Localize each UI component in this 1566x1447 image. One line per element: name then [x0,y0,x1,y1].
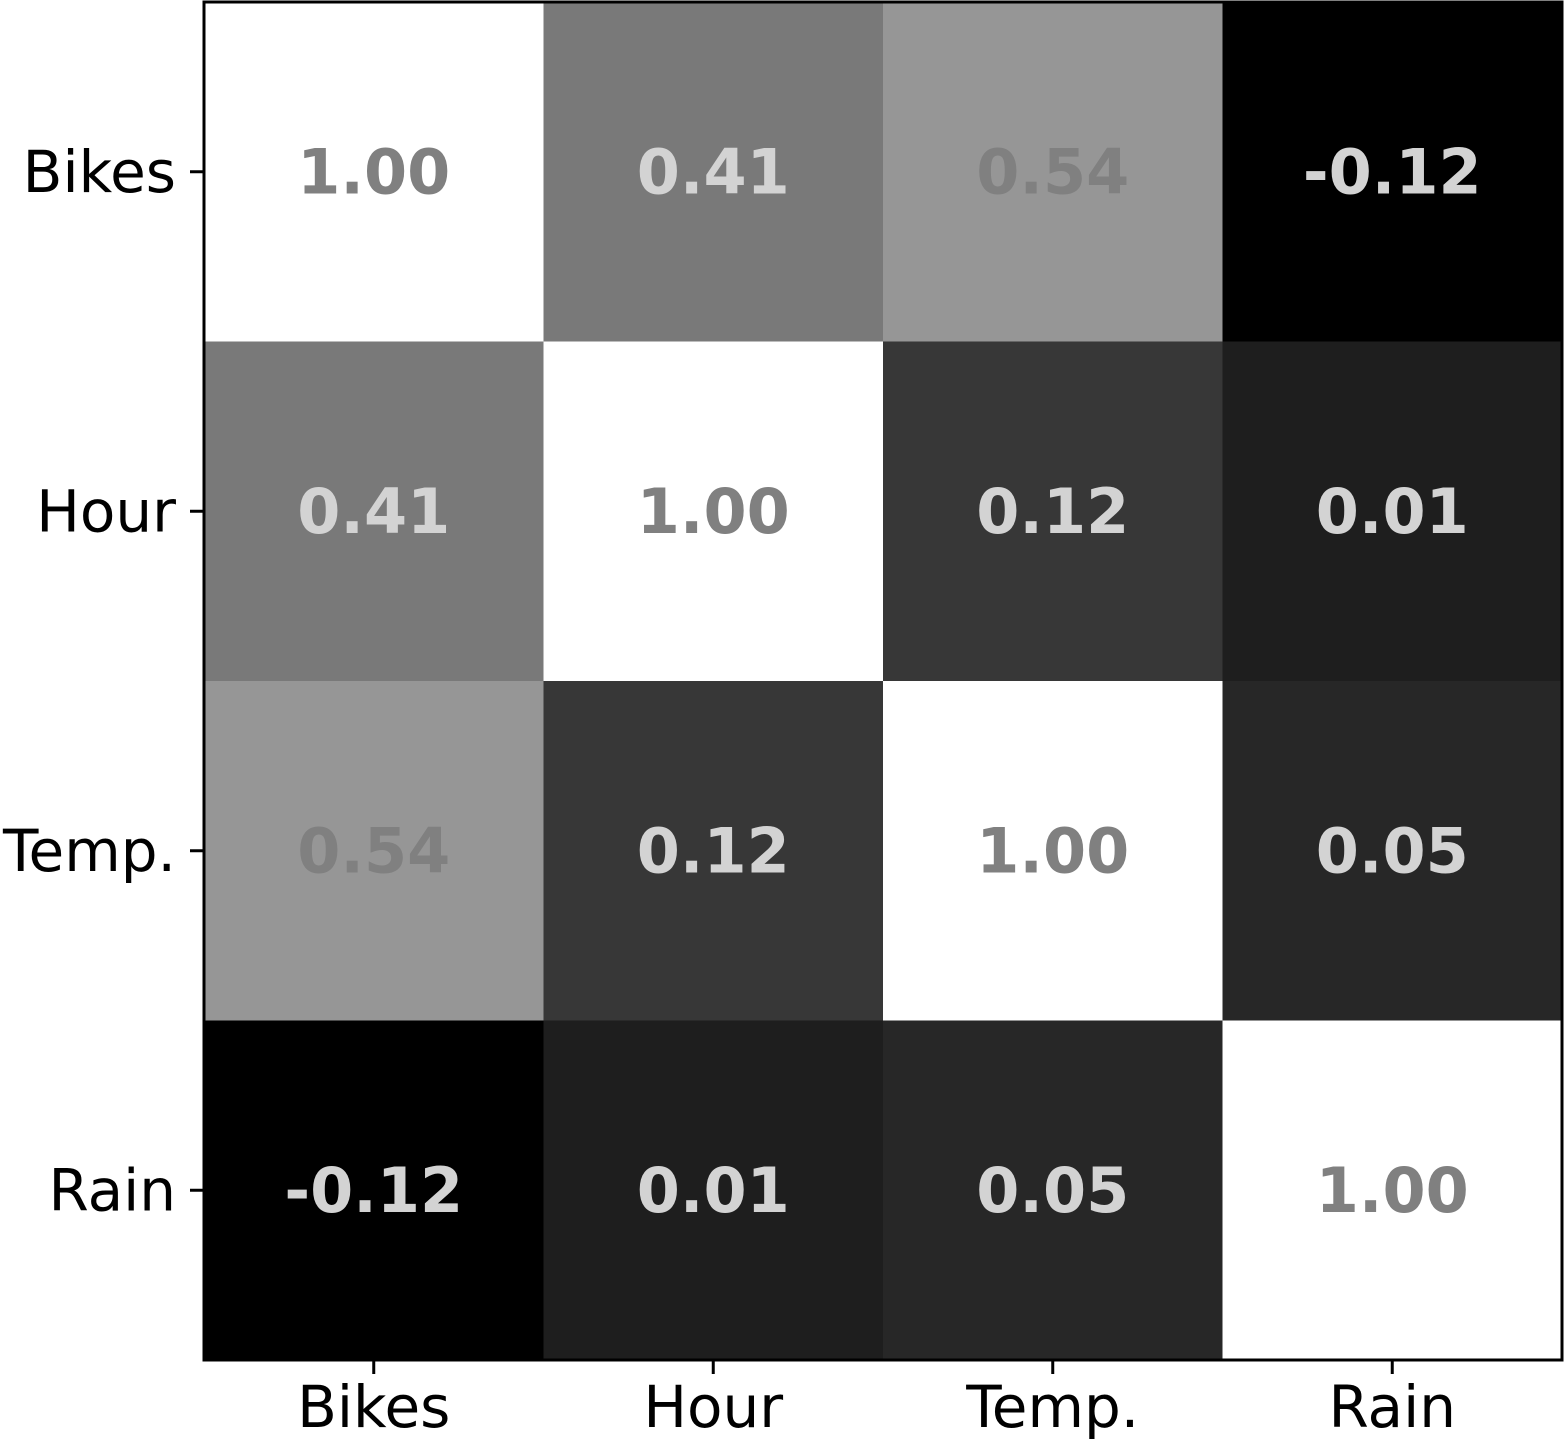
heatmap-cell [204,2,544,342]
cell-value-label: -0.12 [1303,135,1482,208]
x-axis: Bikes Hour Temp. Rain [297,1360,1456,1441]
heatmap-cell [1222,341,1563,682]
heatmap-cell [883,2,1223,342]
cell-value-label: 1.00 [297,135,450,208]
heatmap-cell [543,681,884,1021]
heatmap-cell [543,341,884,682]
heatmap-cell [883,341,1223,682]
cell-value-label: 0.12 [976,475,1129,548]
heatmap-cell [204,341,544,682]
heatmap-cell-labels: 1.00 0.41 0.54 -0.12 0.41 1.00 0.12 0.01 0.54 0.1… [284,135,1481,1227]
heatmap-cell [543,1020,884,1361]
cell-value-label: -0.12 [284,1154,463,1227]
cell-value-label: 1.00 [1316,1154,1469,1227]
cell-value-label: 0.05 [1316,814,1469,887]
cell-value-label: 0.54 [976,135,1129,208]
y-tick-label: Rain [49,1156,176,1224]
heatmap-cell [1222,681,1563,1021]
x-tick-label: Bikes [297,1373,450,1441]
cell-value-label: 0.54 [297,814,450,887]
heatmap-cell [204,1020,544,1361]
cell-value-label: 1.00 [637,475,790,548]
heatmap-cells [204,2,1563,1361]
heatmap-cell [543,2,884,342]
plot-frame [202,0,1564,1362]
heatmap-cell [883,681,1223,1021]
y-tick-label: Temp. [2,817,176,885]
x-tick-label: Rain [1329,1373,1456,1441]
y-tick-label: Bikes [23,138,176,206]
cell-value-label: 0.01 [637,1154,790,1227]
cell-value-label: 0.05 [976,1154,1129,1227]
x-tick-label: Hour [643,1373,783,1441]
cell-value-label: 0.41 [297,475,450,548]
cell-value-label: 0.41 [637,135,790,208]
x-tick-label: Temp. [965,1373,1139,1441]
cell-value-label: 0.01 [1316,475,1469,548]
heatmap-cell [1222,2,1563,342]
heatmap-cell [204,681,544,1021]
heatmap-cell [883,1020,1223,1361]
cell-value-label: 0.12 [637,814,790,887]
y-axis: Bikes Hour Temp. Rain [2,138,204,1224]
cell-value-label: 1.00 [976,814,1129,887]
y-tick-label: Hour [36,477,176,545]
heatmap-cell [1222,1020,1563,1361]
